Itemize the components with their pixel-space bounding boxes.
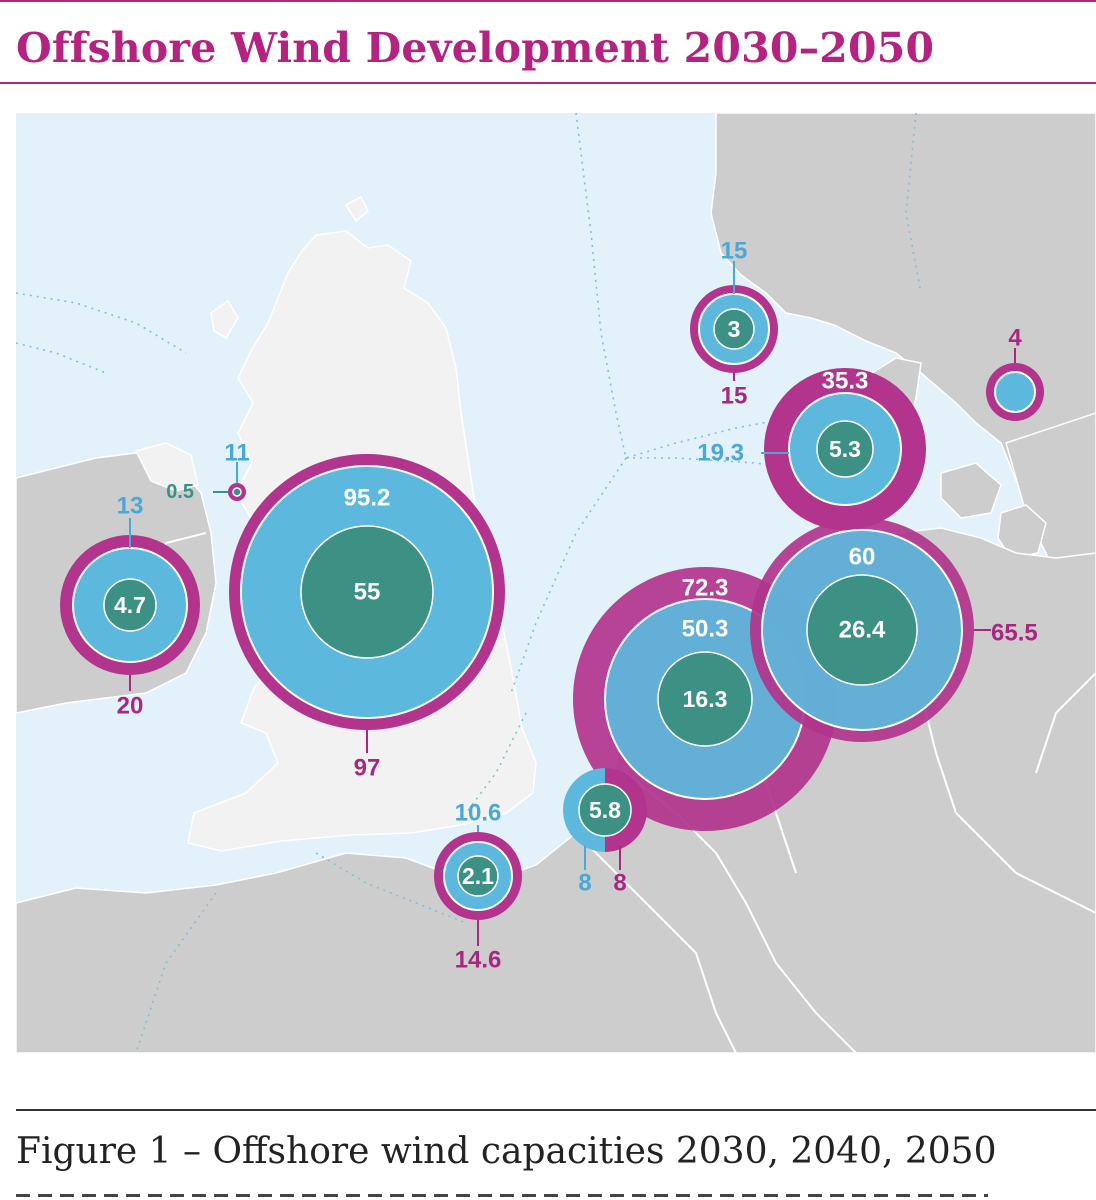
label-2040-france: 10.6 bbox=[455, 800, 502, 827]
label-2030-germany: 26.4 bbox=[839, 617, 886, 644]
label-2040-belgium: 8 bbox=[578, 870, 591, 897]
bubble-sweden bbox=[986, 363, 1044, 421]
label-2040-germany: 60 bbox=[849, 544, 876, 571]
bubble-2030-denmark bbox=[816, 420, 874, 478]
label-2050-uk: 97 bbox=[354, 755, 381, 782]
bubble-norway bbox=[690, 285, 778, 373]
bubble-uk bbox=[229, 454, 505, 730]
label-2040-denmark: 19.3 bbox=[697, 440, 744, 467]
label-2050-france: 14.6 bbox=[455, 947, 502, 974]
bubble-ireland bbox=[60, 535, 200, 675]
label-2030-belgium: 5.8 bbox=[589, 797, 621, 823]
label-2030-ireland: 4.7 bbox=[114, 592, 146, 618]
offshore-wind-map: 4.7 13 20 0.5 11 55 95.2 97 3 15 15 4 5.3 19.3 35.3 16.… bbox=[16, 113, 1096, 1053]
page-title: Offshore Wind Development 2030–2050 bbox=[16, 24, 935, 72]
label-2030-isle-of-man: 0.5 bbox=[166, 481, 194, 503]
label-2030-france: 2.1 bbox=[462, 863, 494, 889]
label-2050-netherlands: 72.3 bbox=[682, 575, 729, 602]
maritime-boundaries bbox=[16, 113, 922, 1053]
bubble-2030-isle-of-man bbox=[232, 487, 242, 497]
top-rule bbox=[0, 0, 1096, 2]
bubble-2030-norway bbox=[713, 308, 755, 350]
label-2050-sweden: 4 bbox=[1008, 325, 1022, 352]
land-hebrides bbox=[210, 299, 239, 340]
label-2050-belgium: 8 bbox=[613, 870, 626, 897]
bubble-2030-france bbox=[457, 855, 499, 897]
label-2030-uk: 55 bbox=[354, 579, 381, 606]
bubble-belgium bbox=[563, 768, 647, 852]
bubble-denmark bbox=[764, 368, 926, 530]
label-2030-denmark: 5.3 bbox=[829, 436, 861, 462]
figure-caption: Figure 1 – Offshore wind capacities 2030… bbox=[16, 1131, 997, 1172]
bubble-2030-ireland bbox=[103, 578, 157, 632]
label-2040-uk: 95.2 bbox=[344, 485, 391, 512]
caption-rule bbox=[16, 1109, 1096, 1111]
bubble-2030-uk bbox=[300, 525, 434, 659]
label-2040-netherlands: 50.3 bbox=[682, 616, 729, 643]
label-2040-isle-of-man: 11 bbox=[224, 440, 249, 467]
label-2040-norway: 15 bbox=[721, 238, 748, 265]
label-2050-germany: 65.5 bbox=[991, 620, 1038, 647]
label-2030-netherlands: 16.3 bbox=[683, 686, 728, 712]
title-rule bbox=[0, 82, 1096, 84]
capacity-labels: 4.7 13 20 0.5 11 55 95.2 97 3 15 15 4 5.3 19.3 35.3 16.… bbox=[114, 238, 1038, 974]
bubble-2030-germany bbox=[806, 574, 918, 686]
land-zealand bbox=[997, 504, 1047, 559]
bubble-france bbox=[434, 832, 522, 920]
bubble-isle-of-man bbox=[228, 483, 246, 501]
land-northern-ireland bbox=[134, 442, 199, 492]
bubble-germany bbox=[750, 518, 974, 742]
label-2030-norway: 3 bbox=[728, 316, 741, 342]
label-2040-ireland: 13 bbox=[117, 493, 144, 520]
land-orkney bbox=[344, 195, 369, 223]
bubble-2030-belgium bbox=[578, 783, 632, 837]
capacity-bubbles bbox=[60, 285, 1044, 920]
caption-continuation bbox=[16, 1190, 1096, 1200]
label-2050-ireland: 20 bbox=[117, 693, 144, 720]
bubble-2030-netherlands bbox=[657, 651, 753, 747]
label-2050-denmark: 35.3 bbox=[822, 368, 869, 395]
label-2050-norway: 15 bbox=[721, 383, 748, 410]
bubble-2040-sweden bbox=[994, 371, 1036, 413]
land-danish-islands bbox=[940, 462, 1002, 519]
